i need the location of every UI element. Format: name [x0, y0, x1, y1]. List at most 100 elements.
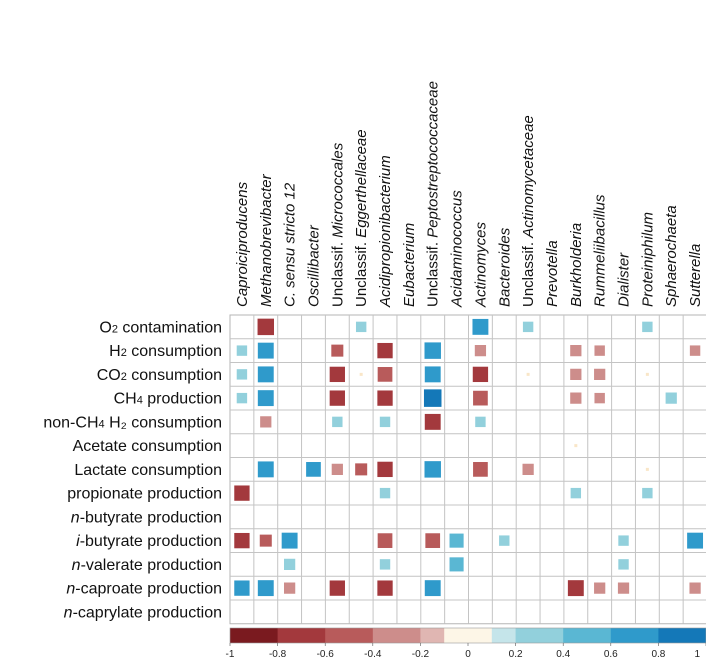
heatmap-cell	[526, 372, 530, 376]
row-label-text: CH	[114, 391, 137, 408]
column-label: Methanobrevibacter	[258, 173, 275, 307]
heatmap-cell	[570, 368, 582, 380]
colorbar-segment	[277, 628, 326, 643]
heatmap-cell	[499, 535, 510, 546]
column-label: Caproiciproducens	[234, 181, 251, 307]
row-label-text: non-CH	[43, 414, 98, 431]
heatmap-cell	[234, 532, 250, 549]
heatmap-cell	[306, 462, 321, 477]
heatmap-cell	[473, 462, 488, 477]
row-label-text: -caproate production	[75, 581, 222, 598]
row-label-prefix: i	[76, 533, 80, 550]
colorbar-tick-label: -0.2	[412, 649, 430, 659]
heatmap-cell	[425, 533, 441, 548]
column-label-prefix: Unclassif.	[425, 238, 442, 307]
heatmap-cell	[257, 390, 274, 407]
heatmap-cell	[424, 413, 441, 430]
heatmap-cell	[424, 580, 441, 597]
row-label-subscript: 2	[121, 347, 127, 359]
row-label: n-butyrate production	[71, 509, 222, 526]
heatmap-cell	[257, 461, 274, 478]
column-label-name: Caproiciproducens	[234, 181, 251, 307]
column-label: Unclassif. Actinomycetaceae	[520, 115, 537, 307]
heatmap-cell	[284, 558, 296, 570]
colorbar-tick-label: 1	[694, 649, 700, 659]
column-label-prefix: Unclassif.	[353, 238, 370, 307]
heatmap-grid	[229, 314, 706, 625]
heatmap-cell	[377, 461, 393, 478]
heatmap-cell	[472, 366, 489, 383]
heatmap-cell	[331, 463, 343, 475]
row-label: CO2 consumption	[97, 367, 222, 384]
heatmap-cell	[257, 342, 274, 359]
row-label-suffix: consumption	[127, 367, 222, 384]
colorbar-tick-label: 0.4	[556, 649, 570, 659]
column-label: Acidaminococcus	[449, 190, 466, 308]
heatmap-cell	[645, 467, 649, 471]
heatmap-cell	[474, 345, 487, 357]
column-label-name: Peptostreptococcaceae	[425, 81, 442, 238]
row-label-suffix: H₂ consumption	[105, 414, 222, 431]
row-label-subscript: 4	[99, 418, 105, 430]
row-label: non-CH4 H₂ consumption	[43, 414, 222, 431]
heatmap-cell	[379, 416, 391, 428]
heatmap-cell	[355, 321, 367, 333]
column-label-name: Proteiniphilum	[639, 212, 656, 307]
column-label: Sutterella	[687, 244, 704, 307]
row-label-prefix: n	[72, 557, 81, 574]
heatmap-cell	[645, 372, 649, 376]
column-label: Acidipropionibacterium	[377, 155, 394, 308]
column-label-name: Eggerthellaceae	[353, 129, 370, 237]
row-label-text: propionate production	[67, 486, 222, 503]
heatmap-cell	[594, 582, 606, 594]
colorbar: -1 -0.8 -0.6 -0.4 -0.2 0 0.2 0.4 0.6 0.8 1	[226, 627, 706, 659]
colorbar-tick-label: 0.6	[604, 649, 618, 659]
row-label: H2 consumption	[109, 343, 222, 360]
column-label: Oscillibacter	[305, 224, 322, 307]
column-label: Sphaerochaeta	[663, 205, 680, 307]
heatmap-cell	[236, 345, 248, 356]
column-label-name: Rummeliibacillus	[592, 194, 609, 307]
column-label-name: Acidipropionibacterium	[377, 155, 394, 308]
column-label-name: Dialister	[616, 252, 633, 307]
heatmap-cell	[472, 318, 489, 335]
colorbar-tick-label: -1	[226, 649, 235, 659]
column-label: Unclassif. Micrococcales	[329, 142, 346, 307]
heatmap-cell	[234, 580, 250, 596]
row-label-subscript: 4	[137, 395, 143, 407]
heatmap-cell	[687, 532, 704, 549]
heatmap-cell	[473, 390, 488, 406]
column-label: Prevotella	[544, 240, 561, 307]
heatmap-cell	[689, 582, 701, 594]
heatmap-cell	[331, 344, 344, 357]
row-label: propionate production	[67, 486, 222, 503]
row-label-suffix: consumption	[127, 343, 222, 360]
heatmap-cell	[594, 345, 605, 356]
column-label-name: Eubacterium	[401, 223, 418, 307]
heatmap-cell	[329, 580, 345, 596]
colorbar-segment	[325, 628, 374, 643]
heatmap-cell	[355, 463, 368, 476]
row-label-subscript: 2	[121, 371, 127, 383]
heatmap-cell	[570, 392, 582, 404]
colorbar-segment	[610, 628, 659, 643]
colorbar-segment	[230, 628, 279, 643]
heatmap-cell	[379, 559, 391, 570]
row-label-prefix: n	[66, 581, 75, 598]
heatmap-cell	[260, 416, 272, 428]
heatmap-cell	[449, 533, 464, 548]
heatmap-cell	[475, 416, 486, 428]
heatmap-cell	[618, 559, 629, 570]
heatmap-cell	[359, 372, 363, 376]
heatmap-cell	[236, 392, 248, 404]
heatmap-cell	[424, 366, 441, 383]
colorbar-tick-label: 0.8	[651, 649, 665, 659]
row-label-subscript: 2	[112, 323, 118, 335]
heatmap-cell	[284, 582, 296, 594]
column-label-name: Micrococcales	[329, 142, 346, 238]
heatmap-cell	[522, 463, 534, 475]
heatmap-cell	[665, 392, 677, 404]
heatmap-cell	[332, 416, 343, 428]
column-label: Unclassif. Eggerthellaceae	[353, 129, 370, 307]
